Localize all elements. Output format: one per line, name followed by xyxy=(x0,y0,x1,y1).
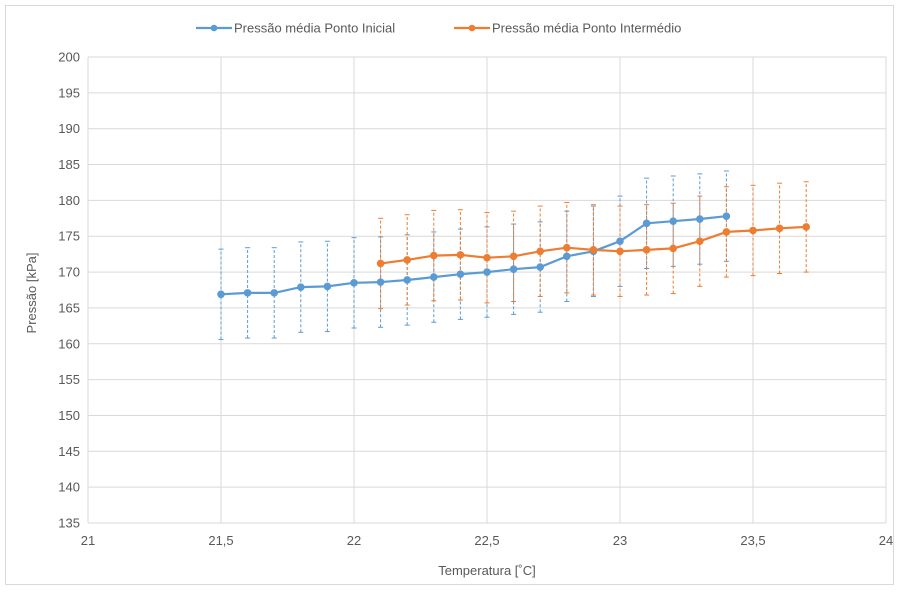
y-tick-label: 155 xyxy=(58,372,80,387)
data-point-inicial xyxy=(217,290,225,299)
x-tick-label: 24 xyxy=(879,533,893,548)
data-point-intermedio xyxy=(669,244,678,253)
x-tick-label: 23 xyxy=(613,533,627,548)
data-point-intermedio xyxy=(616,247,624,256)
data-point-intermedio xyxy=(483,253,491,262)
data-point-intermedio xyxy=(509,252,518,261)
legend: Pressão média Ponto Inicial Pressão média… xyxy=(196,21,681,36)
x-tick-label: 22,5 xyxy=(474,533,499,548)
data-point-inicial xyxy=(696,215,704,223)
data-point-inicial xyxy=(669,217,678,225)
legend-marker-inicial xyxy=(210,24,218,32)
y-tick-label: 180 xyxy=(58,193,80,208)
data-point-intermedio xyxy=(722,228,731,236)
y-axis-label: Pressão [kPa] xyxy=(24,253,39,334)
x-tick-label: 21 xyxy=(81,533,95,548)
data-point-inicial xyxy=(563,252,571,261)
data-point-inicial xyxy=(243,289,252,297)
y-tick-label: 200 xyxy=(58,50,80,65)
y-tick-label: 170 xyxy=(58,265,80,280)
y-tick-label: 145 xyxy=(58,444,80,459)
data-point-inicial xyxy=(376,278,385,286)
x-axis-label: Temperatura [˚C] xyxy=(438,563,536,578)
y-tick-label: 150 xyxy=(58,408,80,423)
data-point-inicial xyxy=(616,237,624,246)
data-point-inicial xyxy=(323,282,332,291)
data-point-intermedio xyxy=(430,251,438,260)
x-tick-label: 21,5 xyxy=(208,533,233,548)
data-point-inicial xyxy=(403,276,412,284)
data-point-intermedio xyxy=(403,256,412,264)
data-point-inicial xyxy=(270,289,279,297)
y-tick-label: 160 xyxy=(58,336,80,351)
data-point-inicial xyxy=(536,263,545,271)
data-point-intermedio xyxy=(456,251,465,259)
chart-area xyxy=(5,5,894,585)
data-point-inicial xyxy=(430,273,438,281)
y-tick-label: 175 xyxy=(58,229,80,244)
data-point-intermedio xyxy=(589,246,598,254)
y-tick-label: 135 xyxy=(58,516,80,531)
data-point-intermedio xyxy=(775,224,784,233)
data-point-inicial xyxy=(456,270,465,279)
y-tick-label: 185 xyxy=(58,157,80,172)
data-point-intermedio xyxy=(563,243,571,252)
data-point-inicial xyxy=(350,279,358,287)
y-tick-label: 140 xyxy=(58,480,80,495)
y-tick-label: 195 xyxy=(58,85,80,100)
legend-label-inicial: Pressão média Ponto Inicial xyxy=(234,21,395,36)
x-tick-label: 22 xyxy=(347,533,361,548)
data-point-inicial xyxy=(297,283,305,291)
data-point-intermedio xyxy=(376,259,385,268)
legend-label-intermedio: Pressão média Ponto Intermédio xyxy=(492,21,681,36)
series-markers xyxy=(217,212,811,299)
data-point-intermedio xyxy=(749,226,757,235)
x-tick-label: 23,5 xyxy=(740,533,765,548)
data-point-intermedio xyxy=(802,223,811,231)
data-point-intermedio xyxy=(696,237,704,246)
data-point-inicial xyxy=(642,219,651,228)
y-tick-label: 165 xyxy=(58,300,80,315)
series-line-inicial xyxy=(220,215,727,296)
data-point-inicial xyxy=(509,265,518,274)
data-point-inicial xyxy=(483,268,491,276)
data-point-inicial xyxy=(722,212,731,220)
legend-marker-intermedio xyxy=(468,24,476,32)
y-tick-label: 190 xyxy=(58,121,80,136)
tick-labels: 135 140 145 150 155 160 165 170 175 180 185 190 195 2… xyxy=(58,50,893,549)
data-point-intermedio xyxy=(642,246,651,254)
data-point-intermedio xyxy=(536,247,545,256)
